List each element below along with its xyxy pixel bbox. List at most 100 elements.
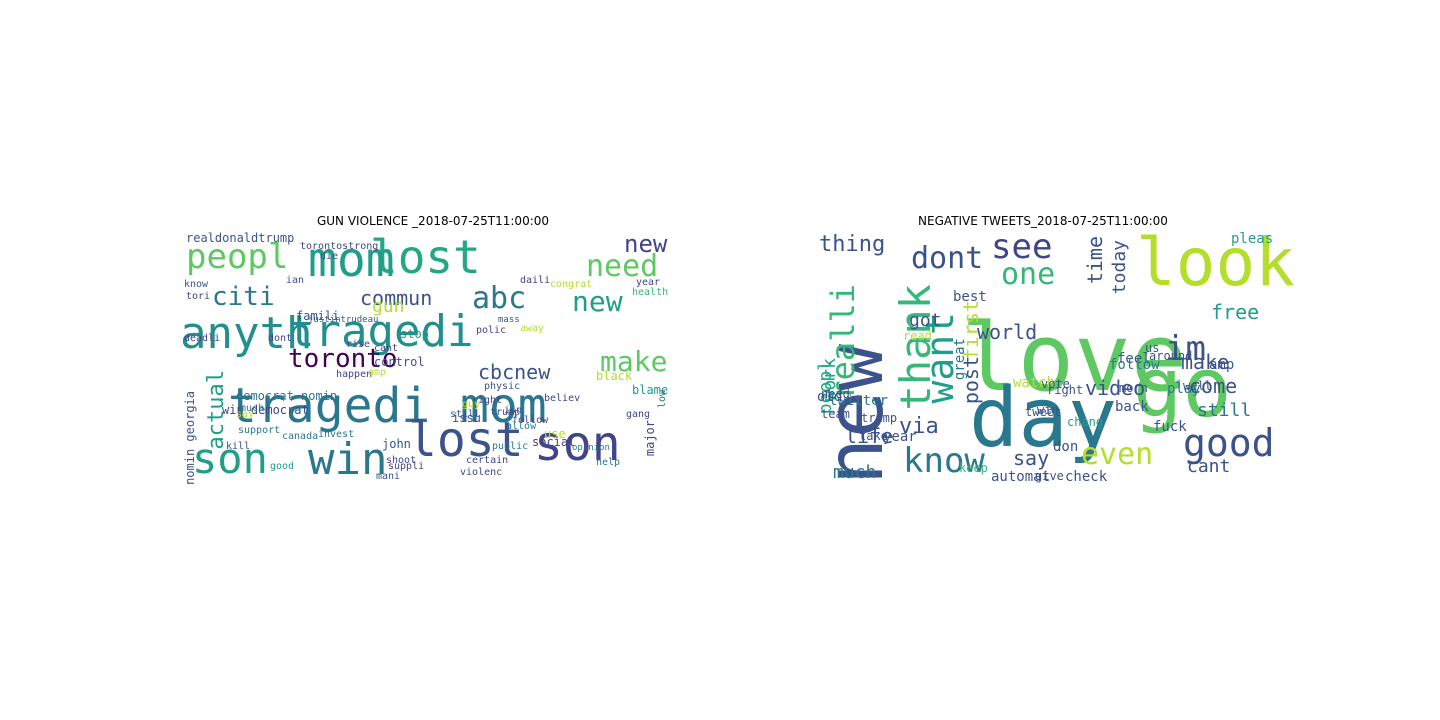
word-social: social (532, 435, 576, 449)
word-got: got (909, 310, 942, 331)
word-nomin-georgia: nomin georgia (183, 391, 197, 485)
word-make: make (600, 345, 668, 378)
word-tori: tori (186, 291, 211, 302)
word-invest: invest (318, 429, 355, 440)
word-gun: gun (372, 296, 405, 317)
word-feel: feel (1117, 351, 1151, 367)
word-world: world (977, 320, 1038, 344)
word-health: health (632, 287, 669, 298)
word-lost: lost (370, 230, 481, 284)
word-fuck: fuck (1153, 419, 1187, 435)
word-tragedi: tragedi (228, 378, 431, 434)
word-suppli: suppli (388, 461, 425, 472)
word-realdonaldtrump: realdonaldtrump (186, 231, 295, 245)
word-even: even (1081, 437, 1154, 472)
word-right: right (472, 395, 503, 406)
word-believ: believ (544, 393, 581, 404)
word-die: die (320, 251, 339, 262)
word-year: year (883, 429, 917, 445)
word-trump: trump (861, 411, 898, 425)
word-know: know (184, 279, 209, 290)
word-mani: mani (376, 471, 401, 482)
word-pleas: pleas (1231, 231, 1274, 247)
word-new: new (624, 230, 668, 258)
word-see: see (991, 230, 1053, 267)
word-major: major (643, 420, 657, 457)
word-violenc: violenc (460, 467, 503, 478)
word-read: read (903, 329, 932, 343)
word-justintrudeau: justintrudeau (308, 315, 379, 325)
word-one: one (1001, 257, 1056, 292)
word-dont: dont (911, 241, 984, 276)
word-cant: cant (1187, 456, 1231, 477)
word-via: via (899, 414, 939, 439)
word-don: don (1053, 439, 1079, 455)
word-still: still (450, 409, 481, 420)
word-shoot: shoot (386, 455, 417, 466)
word-dont: dont (268, 333, 293, 344)
word-cant: cant (374, 343, 399, 354)
word-public: public (492, 441, 529, 452)
word-john: john (382, 437, 411, 451)
word-us: us (1145, 341, 1160, 355)
word-follow: follow (512, 415, 549, 426)
word-go: go (1133, 341, 1232, 436)
word-ian: ian (286, 275, 305, 286)
word-morn: morn (1119, 381, 1148, 395)
word-issu: issu (452, 411, 481, 425)
word-anyth: anyth (180, 308, 313, 359)
word-happen: happen (336, 369, 373, 380)
word-twitter: twitter (829, 393, 889, 409)
word-make: make (1181, 350, 1230, 374)
word-mom: mom (460, 378, 547, 434)
word-certain: certain (466, 455, 509, 466)
negative-tweets-word-cloud: new love look day go see dont one thank want im goo… (815, 230, 1295, 485)
word-great: great (952, 338, 968, 381)
word-black: black (596, 369, 633, 383)
word-well: well (1183, 379, 1212, 393)
word-need: need (586, 249, 659, 284)
word-gang: gang (626, 409, 651, 420)
word-around: around (1149, 349, 1193, 363)
word-today: today (1109, 240, 1130, 295)
word-chang: chang (1067, 415, 1104, 429)
word-toronto: toronto (288, 344, 398, 374)
word-automat: automat (991, 469, 1051, 485)
word-low: low (657, 390, 668, 409)
word-rise: rise (346, 339, 371, 350)
word-day: day (969, 371, 1118, 466)
word-peopl: peopl (186, 237, 289, 277)
word-keep: keep (959, 461, 988, 475)
word-say: say (1013, 446, 1050, 470)
word-amp: amp (368, 367, 387, 378)
word-physic: physic (484, 381, 521, 392)
word-away: away (520, 323, 545, 334)
word-stop: stop (400, 327, 429, 341)
word-tragedi: tragedi (288, 306, 474, 357)
gun-violence-word-cloud: anyth tragedi tragedi mom lost mom lost son son w… (180, 230, 688, 485)
word-love: love (961, 304, 1188, 413)
word-much: much (240, 403, 265, 414)
word-lost: lost (408, 412, 524, 468)
word-citi: citi (212, 282, 275, 312)
word-commun: commun (360, 286, 433, 310)
word-need: need (821, 387, 850, 401)
word-say: say (236, 409, 255, 420)
word-opinion: opinion (572, 443, 610, 453)
word-back: back (1115, 399, 1149, 415)
word-still: still (1197, 400, 1252, 421)
word-guy: guy (462, 399, 481, 410)
word-time: time (1083, 236, 1107, 285)
left-panel-title: GUN VIOLENCE _2018-07-25T11:00:00 (316, 214, 550, 228)
word-know: know (903, 441, 985, 481)
word-isn: isn (504, 405, 523, 416)
word-follow: follow (1109, 357, 1160, 373)
word-good: good (270, 461, 295, 472)
word-life: life (845, 424, 894, 448)
word-daili: daili (520, 275, 551, 286)
word-mass: mass (498, 315, 520, 325)
word-support: support (238, 425, 281, 436)
word-son: son (192, 434, 268, 483)
word-right: right (1047, 383, 1084, 397)
word-win: win (1037, 403, 1059, 417)
